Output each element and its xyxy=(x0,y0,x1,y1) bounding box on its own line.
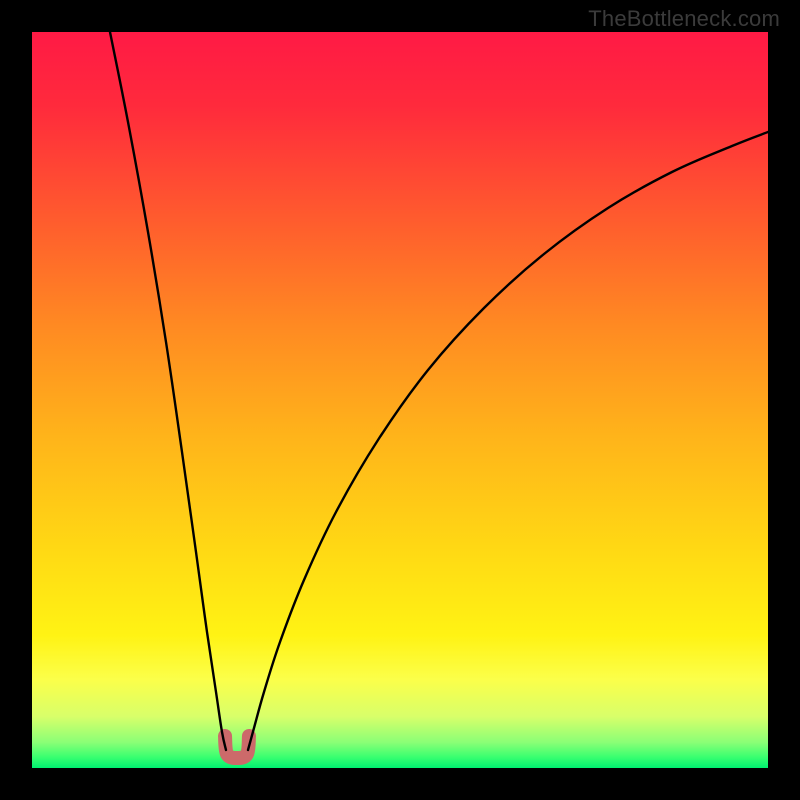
curve-left xyxy=(110,32,226,750)
curve-layer xyxy=(32,32,768,768)
cusp-marker xyxy=(225,736,249,758)
plot-area xyxy=(32,32,768,768)
watermark-text: TheBottleneck.com xyxy=(588,6,780,32)
chart-container: TheBottleneck.com xyxy=(0,0,800,800)
curve-right xyxy=(248,132,768,750)
